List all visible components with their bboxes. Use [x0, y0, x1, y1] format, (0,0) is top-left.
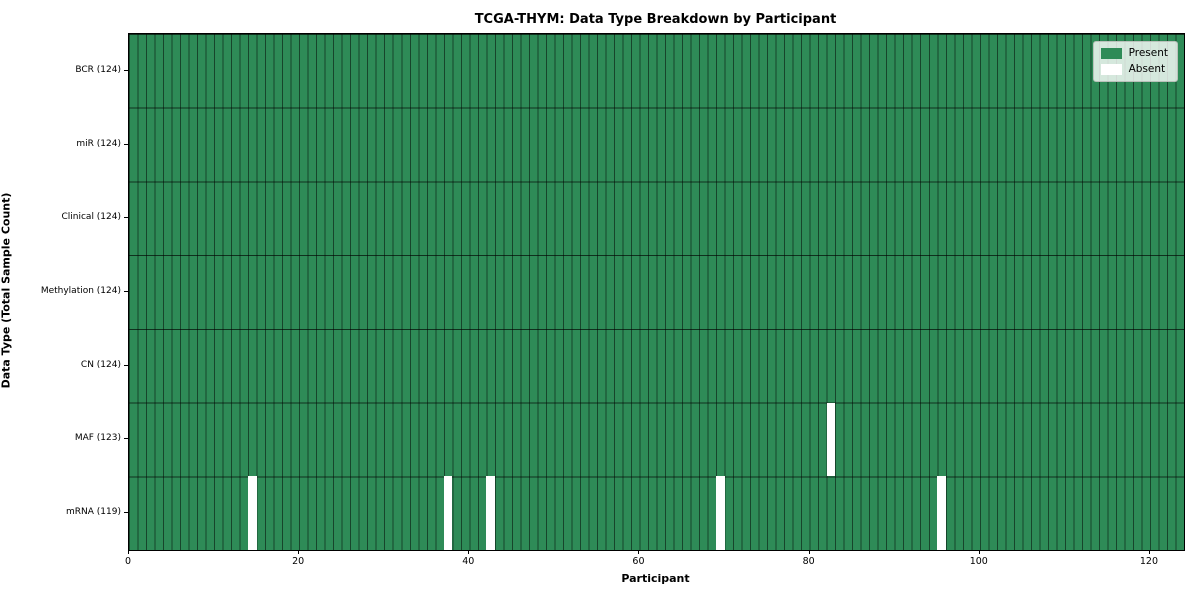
xtick-mark: [808, 550, 810, 554]
legend-entry-present: Present: [1100, 47, 1168, 59]
ytick-label-CN: CN (124): [80, 359, 121, 370]
xtick-mark: [298, 550, 300, 554]
plot-area: Present Absent: [128, 33, 1185, 551]
legend-entry-absent: Absent: [1100, 63, 1168, 75]
xtick-mark: [128, 550, 129, 554]
ytick-mark: [124, 217, 128, 219]
ytick-mark: [124, 512, 128, 514]
cell-edge-gridlines: [129, 34, 1184, 550]
xtick-mark: [638, 550, 640, 554]
xtick-label-0: 0: [124, 556, 132, 567]
row-separator-gridlines: [129, 34, 1184, 550]
xtick-label-40: 40: [462, 556, 475, 567]
legend-label-present: Present: [1128, 47, 1168, 59]
ytick-mark: [124, 69, 128, 71]
xtick-label-80: 80: [802, 556, 815, 567]
ytick-label-mRNA: mRNA (119): [66, 507, 121, 518]
ytick-mark: [124, 143, 128, 145]
xtick-label-120: 120: [1139, 556, 1159, 567]
legend-swatch-absent: [1100, 64, 1122, 75]
legend: Present Absent: [1092, 41, 1178, 82]
xtick-mark: [468, 550, 470, 554]
absent-cell-mRNA-14: [248, 476, 257, 550]
xtick-mark: [978, 550, 980, 554]
absent-cell-mRNA-69: [716, 476, 725, 550]
absent-cell-mRNA-42: [486, 476, 495, 550]
xtick-label-60: 60: [632, 556, 645, 567]
ytick-mark: [124, 291, 128, 292]
ytick-label-miR: miR (124): [76, 138, 121, 149]
legend-swatch-present: [1100, 48, 1122, 59]
absent-cell-MAF-82: [826, 402, 836, 477]
xtick-mark: [1148, 550, 1150, 554]
xtick-label-20: 20: [292, 556, 305, 567]
ytick-mark: [124, 364, 128, 366]
legend-label-absent: Absent: [1128, 63, 1166, 75]
ytick-label-Clinical: Clinical (124): [61, 212, 121, 223]
absent-cell-mRNA-95: [937, 476, 946, 550]
absent-cell-mRNA-37: [443, 476, 453, 550]
ytick-label-MAF: MAF (123): [74, 433, 121, 444]
ytick-label-BCR: BCR (124): [75, 64, 121, 75]
chart-title: TCGA-THYM: Data Type Breakdown by Partic…: [474, 12, 837, 27]
ytick-mark: [124, 438, 128, 440]
xtick-label-100: 100: [969, 556, 988, 567]
ytick-label-Methylation: Methylation (124): [40, 286, 121, 296]
x-axis-label: Participant: [621, 572, 690, 585]
